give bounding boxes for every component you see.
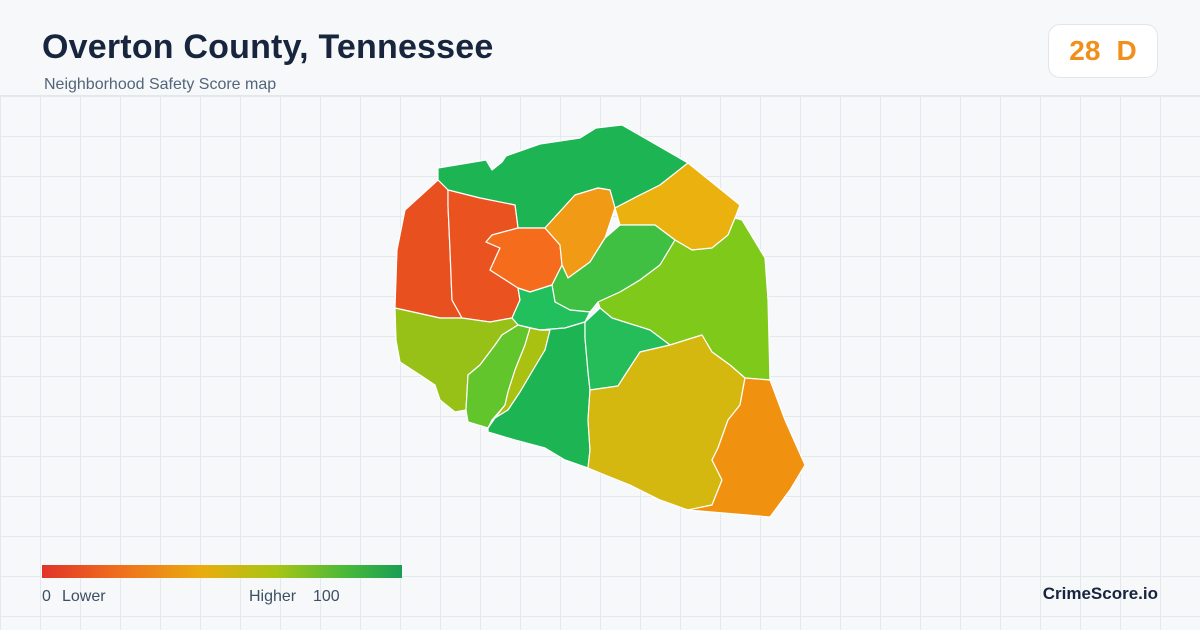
region-far-southeast[interactable] — [687, 377, 806, 518]
safety-score-badge: 28 D — [1048, 24, 1158, 78]
legend-min-value: 0 — [42, 588, 51, 605]
legend-max-label: Higher — [249, 588, 297, 605]
region-central-green[interactable] — [551, 224, 676, 313]
legend-min-label: Lower — [62, 588, 106, 605]
legend-gradient-bar — [42, 565, 402, 578]
page-title: Overton County, Tennessee — [42, 28, 494, 66]
page-subtitle: Neighborhood Safety Score map — [44, 76, 277, 93]
score-value: 28 — [1069, 35, 1101, 66]
score-grade: D — [1116, 35, 1137, 66]
legend-max-value: 100 — [313, 588, 340, 605]
header-divider — [0, 95, 1200, 96]
brand-logo-text[interactable]: CrimeScore.io — [1042, 584, 1158, 603]
